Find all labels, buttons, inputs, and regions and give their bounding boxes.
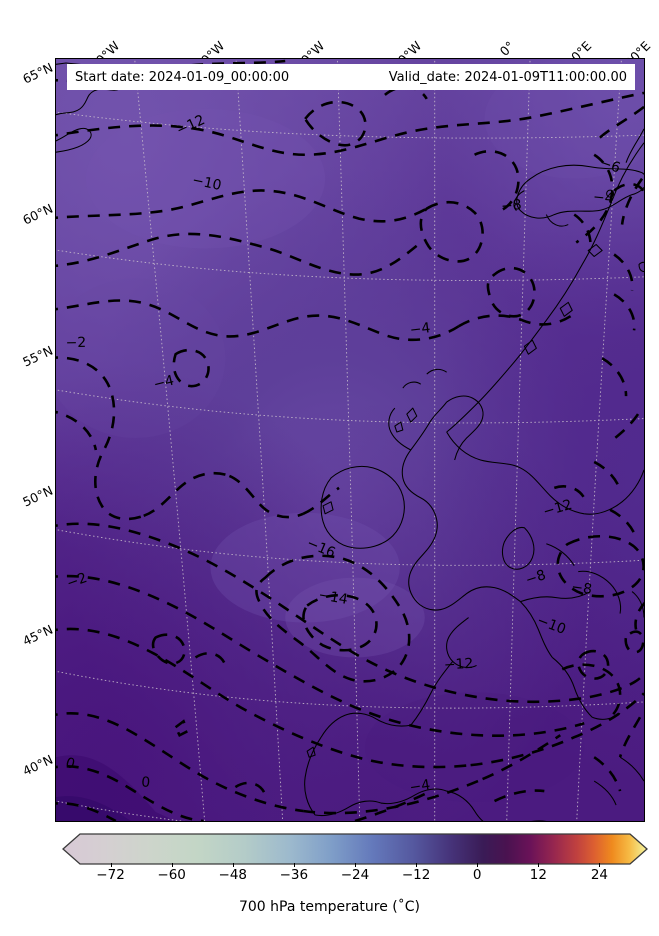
svg-text:−4: −4: [592, 189, 614, 207]
contour-label: −4: [152, 372, 176, 393]
contour-label: −4: [409, 320, 431, 338]
start-date-text: Start date: 2024-01-09_00:00:00: [75, 69, 290, 85]
colorbar-tick-mark: [538, 863, 540, 867]
colorbar-tick-label: −72: [96, 867, 125, 883]
colorbar-tick-label: 24: [590, 867, 609, 883]
svg-text:−10: −10: [191, 172, 223, 194]
contour-label: −8: [570, 579, 593, 598]
colorbar-tick-label: −48: [218, 867, 248, 883]
svg-text:−2: −2: [65, 570, 90, 592]
contour-label: −14: [317, 587, 349, 608]
colorbar-tick-mark: [171, 863, 173, 867]
colorbar-tick-label: −60: [157, 867, 186, 883]
contour-label: −8: [500, 197, 522, 215]
lat-tick-label: 40°N: [20, 752, 56, 779]
contour-label: −2: [65, 570, 90, 592]
colorbar-gradient: [62, 833, 648, 865]
colorbar-tick-mark: [232, 863, 234, 867]
contour-label: −4: [409, 777, 432, 796]
temperature-filled-contours: [56, 59, 644, 821]
svg-text:−8: −8: [500, 197, 522, 215]
map-plot-area[interactable]: −12 −10 −2 −4 −16 −14 −12 −12 −10 −8 −8 −8 −6 −4 −4 −2 0…: [55, 58, 645, 822]
colorbar-tick-label: −36: [279, 867, 309, 883]
svg-text:−4: −4: [152, 372, 176, 393]
svg-text:−2: −2: [66, 335, 87, 351]
colorbar-caption: 700 hPa temperature (˚C): [238, 899, 421, 915]
colorbar[interactable]: [62, 833, 648, 865]
contour-label: −4: [592, 189, 614, 207]
colorbar-tick-mark: [599, 863, 601, 867]
date-annotation-box: Start date: 2024-01-09_00:00:00 Valid_da…: [67, 64, 635, 90]
svg-text:−12: −12: [541, 497, 574, 520]
svg-text:−12: −12: [443, 656, 473, 674]
contour-label: −12: [541, 497, 574, 520]
colorbar-tick-mark: [416, 863, 418, 867]
colorbar-tick-label: 12: [529, 867, 547, 883]
temperature-contour-lines: [56, 59, 644, 821]
svg-text:−4: −4: [409, 777, 432, 796]
lat-tick-label: 55°N: [20, 342, 56, 370]
contour-label: −8: [524, 567, 548, 589]
svg-text:−4: −4: [409, 320, 431, 338]
contour-label: −2: [66, 335, 87, 351]
svg-text:−8: −8: [524, 567, 548, 589]
contour-label: 0: [141, 774, 151, 791]
colorbar-tick-mark: [477, 863, 479, 867]
valid-date-text: Valid_date: 2024-01-09T11:00:00.00: [388, 69, 627, 85]
graticule: [56, 59, 644, 821]
colorbar-tick-mark: [355, 863, 356, 867]
coastlines: [56, 62, 644, 821]
map-canvas: −12−10−2−4−16−14−12−12−10−8−8−8−6−4−4−20…: [56, 59, 644, 821]
contour-label: −6: [598, 155, 623, 177]
lat-tick-label: 60°N: [20, 200, 56, 228]
lat-tick-label: 50°N: [20, 482, 56, 510]
svg-text:−14: −14: [317, 587, 349, 608]
contour-label: −12: [443, 656, 473, 674]
colorbar-tick-label: 0: [472, 867, 482, 883]
svg-text:0: 0: [141, 774, 151, 791]
svg-text:−8: −8: [570, 579, 593, 598]
colorbar-tick-mark: [293, 863, 295, 867]
contour-label: −10: [191, 172, 223, 194]
contour-value-labels: −12−10−2−4−16−14−12−12−10−8−8−8−6−4−4−20…: [64, 112, 623, 796]
svg-text:−6: −6: [598, 155, 623, 177]
lat-tick-label: 45°N: [20, 622, 56, 650]
colorbar-tick-label: −12: [401, 867, 431, 883]
colorbar-tick-mark: [110, 863, 112, 867]
colorbar-tick-label: −24: [340, 867, 370, 883]
